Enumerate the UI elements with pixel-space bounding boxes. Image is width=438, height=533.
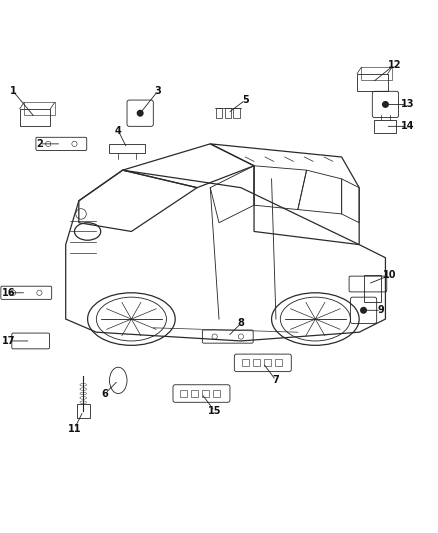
Bar [191,390,198,397]
Bar [264,359,271,366]
Bar [77,405,90,418]
Circle shape [382,101,389,108]
Bar [213,390,220,397]
Bar [357,74,388,91]
Circle shape [360,307,367,314]
Bar [364,275,381,302]
Text: 16: 16 [2,288,15,298]
Bar [20,109,50,126]
Text: 12: 12 [388,60,401,70]
Text: 13: 13 [401,100,414,109]
Bar [242,359,249,366]
Text: 1: 1 [10,86,17,96]
Bar [202,390,209,397]
Bar [216,108,222,118]
Bar [180,390,187,397]
Text: 5: 5 [242,95,249,105]
Bar [361,67,392,80]
Text: 9: 9 [378,305,385,316]
Bar [253,359,260,366]
Bar [233,108,240,118]
Text: 2: 2 [36,139,43,149]
Text: 7: 7 [272,375,279,385]
Text: 4: 4 [115,126,122,136]
Bar [24,102,55,115]
Text: 15: 15 [208,406,221,416]
Text: 14: 14 [401,122,414,131]
Text: 17: 17 [2,336,15,346]
Text: 10: 10 [383,270,396,280]
Bar [225,108,231,118]
Bar [275,359,282,366]
Circle shape [137,110,144,117]
Text: 3: 3 [154,86,161,96]
Bar [374,120,396,133]
Text: 6: 6 [102,389,109,399]
Text: 8: 8 [237,318,244,328]
Text: 11: 11 [68,424,81,433]
